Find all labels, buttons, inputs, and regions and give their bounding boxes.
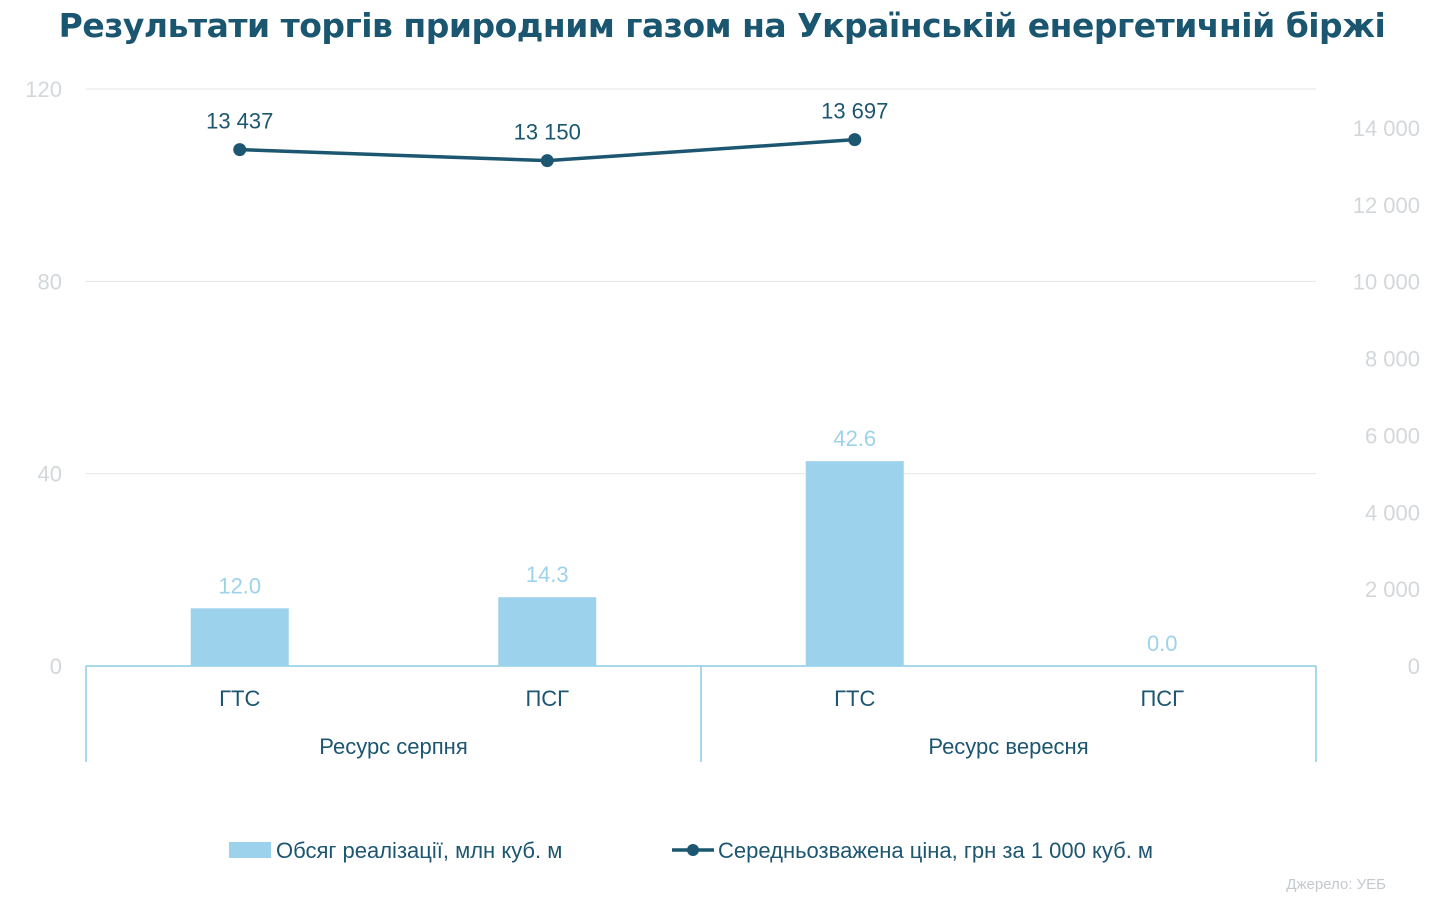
price-data-label: 13 697: [821, 99, 888, 124]
y-left-tick-label: 0: [50, 654, 62, 679]
bar-data-label: 42.6: [833, 426, 876, 451]
x-group-label: Ресурс серпня: [319, 734, 468, 759]
bar-data-label: 0.0: [1147, 631, 1178, 656]
y-left-tick-label: 40: [38, 462, 62, 487]
price-point: [233, 143, 247, 157]
price-point: [848, 133, 862, 147]
x-category-label: ГТС: [219, 686, 260, 711]
bar: [498, 597, 597, 666]
bar-data-label: 14.3: [526, 562, 569, 587]
y-right-tick-label: 8 000: [1365, 347, 1420, 372]
legend-line-label: Середньозважена ціна, грн за 1 000 куб. …: [718, 838, 1153, 863]
price-data-label: 13 437: [206, 109, 273, 134]
y-right-tick-label: 2 000: [1365, 577, 1420, 602]
legend-line-marker: [687, 844, 699, 856]
y-right-tick-label: 0: [1408, 654, 1420, 679]
price-data-label: 13 150: [514, 120, 581, 145]
bar: [190, 608, 289, 666]
chart-title: Результати торгів природним газом на Укр…: [58, 6, 1386, 45]
source-note: Джерело: УЕБ: [1286, 876, 1386, 893]
price-point: [540, 154, 554, 168]
x-group-label: Ресурс вересня: [928, 734, 1088, 759]
x-category-label: ПСГ: [1140, 686, 1184, 711]
x-category-label: ПСГ: [525, 686, 569, 711]
y-right-tick-label: 6 000: [1365, 423, 1420, 448]
bar-data-label: 12.0: [218, 573, 261, 598]
y-right-tick-label: 4 000: [1365, 500, 1420, 525]
y-right-tick-label: 12 000: [1353, 193, 1420, 218]
y-right-tick-label: 10 000: [1353, 270, 1420, 295]
legend-bar-label: Обсяг реалізації, млн куб. м: [276, 838, 562, 863]
y-right-tick-label: 14 000: [1353, 116, 1420, 141]
y-left-tick-label: 120: [25, 77, 62, 102]
x-category-label: ГТС: [834, 686, 875, 711]
legend-bar-swatch: [229, 842, 271, 858]
bar: [805, 461, 904, 666]
y-left-tick-label: 80: [38, 269, 62, 294]
